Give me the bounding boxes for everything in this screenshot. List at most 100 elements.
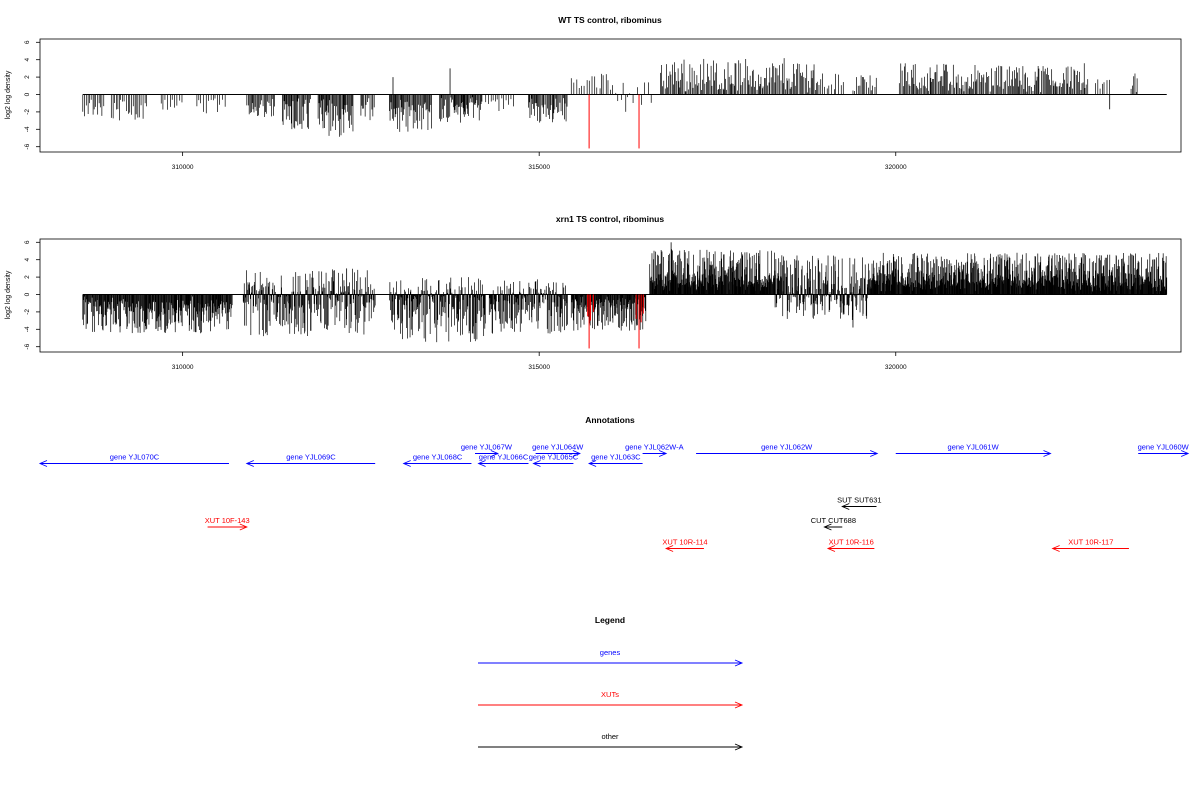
legend-title: Legend: [595, 615, 625, 625]
wt-ytick-label: 0: [24, 92, 31, 96]
panel-xrn1-ylabel: log2 log density: [5, 270, 12, 319]
annotation-label: XUT 10R-117: [1068, 538, 1113, 547]
legend-label: other: [601, 732, 619, 741]
annotation-feature: gene YJL065C: [529, 453, 579, 467]
wt-ytick-label: 2: [24, 75, 31, 79]
annotation-feature: gene YJL062W: [696, 443, 879, 457]
annotation-feature: gene YJL066C: [477, 453, 529, 467]
annotation-arrow-arrowhead: [402, 460, 411, 467]
annotation-arrow-arrowhead: [587, 460, 597, 467]
annotations-panel: Annotations gene YJL070C gene YJL069C gene…: [38, 415, 1190, 552]
xrn1-ytick-label: -6: [24, 343, 31, 349]
annotation-feature: XUT 10R-116: [826, 538, 875, 552]
annotation-label: gene YJL070C: [110, 453, 160, 462]
annotation-label: CUT CUT688: [811, 516, 856, 525]
annotation-label: gene YJL067W: [461, 443, 513, 452]
annotation-feature: gene YJL068C: [402, 453, 472, 467]
annotation-feature: SUT SUT631: [837, 496, 882, 510]
wt-xtick-label: 320000: [885, 164, 907, 171]
annotation-arrow-arrowhead: [826, 545, 836, 552]
xrn1-ytick-label: 0: [24, 292, 31, 296]
annotation-feature: gene YJL062W-A: [625, 443, 684, 457]
annotation-label: XUT 10R-114: [662, 538, 707, 547]
xrn1-ytick-label: 6: [24, 240, 31, 244]
panel-xrn1-frame: [39, 238, 1182, 353]
annotation-label: gene YJL063C: [591, 453, 641, 462]
annotation-label: gene YJL060W: [1138, 443, 1190, 452]
annotation-arrow-arrowhead: [823, 523, 832, 531]
annotation-feature: CUT CUT688: [811, 516, 856, 531]
wt-ytick-label: -6: [24, 143, 31, 149]
wt-xtick-label: 315000: [528, 164, 550, 171]
annotation-label: gene YJL064W: [532, 443, 584, 452]
annotation-feature: gene YJL060W: [1138, 443, 1190, 457]
annotation-features: gene YJL070C gene YJL069C gene YJL068Cgene…: [38, 443, 1190, 552]
annotation-arrow-arrowhead: [1180, 450, 1190, 457]
annotation-label: gene YJL062W: [761, 443, 813, 452]
annotations-title: Annotations: [585, 415, 635, 425]
annotation-arrow-arrowhead: [532, 460, 541, 467]
xrn1-ytick-label: -2: [24, 309, 31, 315]
xrn1-xtick-label: 310000: [172, 364, 194, 371]
legend-panel: Legend genes XUTs other: [478, 615, 744, 751]
xrn1-ytick-label: 4: [24, 258, 31, 262]
panel-wt-title: WT TS control, ribominus: [558, 15, 662, 25]
legend-entries: genes XUTs other: [478, 648, 744, 751]
xrn1-xtick-label: 315000: [528, 364, 550, 371]
xrn1-ytick-label: 2: [24, 275, 31, 279]
xrn1-ytick-label: -4: [24, 326, 31, 332]
wt-ytick-label: 6: [24, 40, 31, 44]
annotation-label: gene YJL069C: [286, 453, 336, 462]
annotation-label: gene YJL066C: [479, 453, 529, 462]
annotation-arrow-arrowhead: [490, 450, 499, 457]
legend-entry: other: [478, 732, 744, 751]
annotation-label: XUT 10F-143: [205, 516, 250, 525]
annotation-feature: XUT 10R-117: [1051, 538, 1129, 552]
annotation-arrow-arrowhead: [1051, 545, 1060, 552]
legend-label: genes: [600, 648, 621, 657]
xrn1-xtick-label: 320000: [885, 364, 907, 371]
wt-xtick-label: 310000: [172, 164, 194, 171]
annotation-arrow-arrowhead: [1043, 450, 1052, 457]
annotation-arrow-arrowhead: [245, 460, 254, 467]
annotation-label: gene YJL065C: [529, 453, 579, 462]
annotation-arrow-arrowhead: [38, 460, 48, 467]
wt-ytick-label: -2: [24, 109, 31, 115]
panel-wt-frame: [39, 38, 1182, 153]
legend-arrow-arrowhead: [734, 701, 744, 709]
panel-wt-bars: [82, 58, 1167, 149]
panel-xrn1-y-axis: 6 4 2 0 -2 -4 -6: [24, 240, 40, 350]
annotation-feature: gene YJL061W: [895, 443, 1052, 457]
legend-arrow-arrowhead: [734, 659, 744, 667]
wt-ytick-label: 4: [24, 58, 31, 62]
annotation-feature: XUT 10F-143: [205, 516, 250, 531]
annotation-label: gene YJL068C: [413, 453, 463, 462]
panel-wt: WT TS control, ribominus 6 4 2 0 -2 -4 -6 3100…: [5, 15, 1182, 171]
annotation-feature: gene YJL064W: [532, 443, 584, 457]
legend-entry: XUTs: [478, 690, 744, 709]
legend-arrow-arrowhead: [734, 743, 744, 751]
annotation-arrow-arrowhead: [841, 503, 850, 510]
annotation-feature: XUT 10R-114: [662, 538, 708, 552]
annotation-arrow-arrowhead: [477, 460, 486, 467]
panel-xrn1-x-axis: 310000 315000 320000: [172, 352, 907, 371]
panel-xrn1-bars: [82, 242, 1168, 349]
annotation-feature: gene YJL070C: [38, 453, 229, 467]
annotation-label: SUT SUT631: [837, 496, 881, 505]
annotation-arrow-arrowhead: [239, 523, 248, 531]
panel-xrn1: xrn1 TS control, ribominus 6 4 2 0 -2 -4 -6 31…: [5, 214, 1182, 371]
annotation-label: XUT 10R-116: [829, 538, 874, 547]
panel-xrn1-title: xrn1 TS control, ribominus: [556, 214, 664, 224]
legend-entry: genes: [478, 648, 744, 667]
wt-ytick-label: -4: [24, 126, 31, 132]
panel-wt-y-axis: 6 4 2 0 -2 -4 -6: [24, 40, 40, 150]
annotation-arrow-arrowhead: [870, 450, 879, 457]
panel-wt-ylabel: log2 log density: [5, 70, 12, 119]
annotation-arrow-arrowhead: [658, 450, 668, 457]
annotation-feature: gene YJL069C: [245, 453, 376, 467]
annotation-feature: gene YJL063C: [587, 453, 643, 467]
annotation-label: gene YJL061W: [948, 443, 1000, 452]
panel-wt-x-axis: 310000 315000 320000: [172, 152, 907, 171]
annotation-feature: gene YJL067W: [461, 443, 513, 457]
